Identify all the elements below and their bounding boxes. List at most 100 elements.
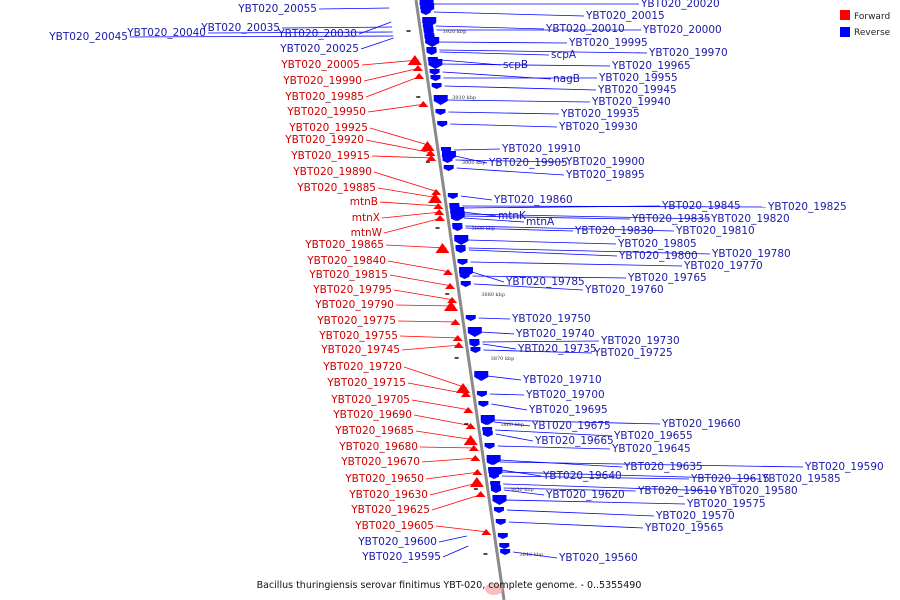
forward-gene-glyph xyxy=(442,269,453,275)
gene-label-reverse: YBT020_19800 xyxy=(618,250,698,262)
leader-line xyxy=(444,85,597,91)
leader-line xyxy=(377,187,440,199)
forward-gene-glyph xyxy=(435,243,450,253)
leader-line xyxy=(463,213,710,220)
gene-label-reverse: YBT020_19810 xyxy=(675,225,755,237)
leader-line xyxy=(493,421,531,427)
gene-label-forward: YBT020_19625 xyxy=(350,504,430,516)
gene-label-forward: YBT020_19630 xyxy=(348,489,428,501)
gene-label-reverse: YBT020_19560 xyxy=(558,552,638,564)
gene-label-reverse: YBT020_19575 xyxy=(686,498,766,510)
reverse-gene-glyph xyxy=(419,0,434,9)
leader-line xyxy=(478,317,511,320)
forward-gene-glyph xyxy=(431,189,442,195)
gene-label-reverse: YBT020_19725 xyxy=(593,347,673,359)
gene-label-reverse: YBT020_19945 xyxy=(597,84,677,96)
gene-label-forward: YBT020_19670 xyxy=(340,456,420,468)
leader-line xyxy=(503,489,545,496)
gene-label-reverse: mtnA xyxy=(526,216,555,228)
reverse-gene-glyph xyxy=(486,459,497,465)
gene-label-reverse: YBT020_19780 xyxy=(711,248,791,260)
leader-line xyxy=(385,244,447,249)
leader-line xyxy=(508,521,644,529)
gene-label-reverse: nagB xyxy=(553,73,580,85)
gene-label-reverse: mtnK xyxy=(498,210,527,222)
gene-label-reverse: YBT020_19580 xyxy=(718,485,798,497)
reverse-gene-glyph xyxy=(449,203,460,209)
gene-label-forward: YBT020_19950 xyxy=(286,106,366,118)
gene-label-reverse: YBT020_19900 xyxy=(565,156,645,168)
leader-line xyxy=(411,399,471,411)
leader-line xyxy=(503,487,637,492)
leader-line xyxy=(454,148,501,151)
forward-gene-glyph xyxy=(425,150,436,156)
leader-line xyxy=(506,509,655,517)
leader-line xyxy=(401,344,461,351)
gene-label-forward: YBT020_19790 xyxy=(314,299,394,311)
reverse-gene-glyph xyxy=(428,59,443,69)
gene-label-reverse: YBT020_20025 xyxy=(279,43,359,55)
reverse-gene-glyph xyxy=(423,27,434,33)
forward-gene-glyph xyxy=(450,319,461,325)
reverse-gene-glyph xyxy=(435,109,446,115)
gene-label-forward: YBT020_19990 xyxy=(282,75,362,87)
tick-label: 3860 kbp xyxy=(500,422,524,428)
reverse-gene-glyph xyxy=(455,245,466,251)
tick-label: 3920 kbp xyxy=(443,29,467,35)
leader-line xyxy=(441,63,611,67)
legend: Forward Reverse xyxy=(840,10,891,38)
gene-label-forward: YBT020_19885 xyxy=(296,182,376,194)
gene-label-reverse: YBT020_19710 xyxy=(522,374,602,386)
gene-label-reverse: YBT020_19655 xyxy=(613,430,693,442)
leader-line xyxy=(482,340,600,343)
gene-label-reverse: YBT020_19825 xyxy=(767,201,847,213)
gene-label-reverse: YBT020_20035 xyxy=(200,22,280,34)
gene-label-reverse: YBT020_19860 xyxy=(493,194,573,206)
reverse-gene-glyph xyxy=(454,235,469,245)
reverse-gene-glyph xyxy=(499,543,510,549)
gene-label-forward: YBT020_19680 xyxy=(338,441,418,453)
reverse-gene-glyph xyxy=(426,47,437,53)
leader-line xyxy=(358,21,392,35)
forward-gene-glyph xyxy=(443,301,458,311)
gene-label-reverse: YBT020_19615 xyxy=(690,473,770,485)
forward-gene-glyph xyxy=(475,491,486,497)
legend-forward-swatch xyxy=(840,10,850,20)
reverse-gene-glyph xyxy=(443,165,454,171)
tick-label: 3840 kbp xyxy=(519,552,543,558)
leader-line xyxy=(435,525,489,533)
forward-gene-glyph xyxy=(426,155,437,161)
gene-label-reverse: YBT020_19665 xyxy=(534,435,614,447)
leader-line xyxy=(207,31,393,34)
reverse-gene-glyph xyxy=(484,443,495,449)
reverse-gene-glyph xyxy=(430,75,441,81)
leader-line xyxy=(503,483,718,492)
gene-label-reverse: YBT020_19610 xyxy=(637,485,717,497)
gene-label-forward: YBT020_19795 xyxy=(312,284,392,296)
gene-label-reverse: YBT020_19835 xyxy=(631,213,711,225)
gene-label-reverse: YBT020_19750 xyxy=(511,313,591,325)
forward-gene-glyph xyxy=(445,283,456,289)
reverse-gene-glyph xyxy=(493,507,504,513)
leader-line xyxy=(465,227,574,232)
gene-label-forward: mtnX xyxy=(352,212,380,224)
leader-line xyxy=(482,343,517,350)
leader-line xyxy=(472,275,627,279)
gene-label-reverse: YBT020_19930 xyxy=(558,121,638,133)
leader-line xyxy=(470,261,683,267)
leader-line xyxy=(281,26,392,29)
leader-line xyxy=(371,155,434,159)
gene-label-reverse: YBT020_19995 xyxy=(568,37,648,49)
forward-gene-glyph xyxy=(435,215,446,221)
gene-label-forward: YBT020_19890 xyxy=(292,166,372,178)
leader-line xyxy=(419,446,476,449)
forward-gene-glyph xyxy=(433,203,444,209)
forward-gene-glyph xyxy=(463,435,478,445)
gene-label-reverse: YBT020_19585 xyxy=(761,473,841,485)
leader-line xyxy=(361,59,419,66)
leader-line xyxy=(369,127,432,147)
forward-gene-glyph xyxy=(472,469,483,475)
leader-line xyxy=(413,414,473,427)
gene-label-reverse: YBT020_19955 xyxy=(598,72,678,84)
